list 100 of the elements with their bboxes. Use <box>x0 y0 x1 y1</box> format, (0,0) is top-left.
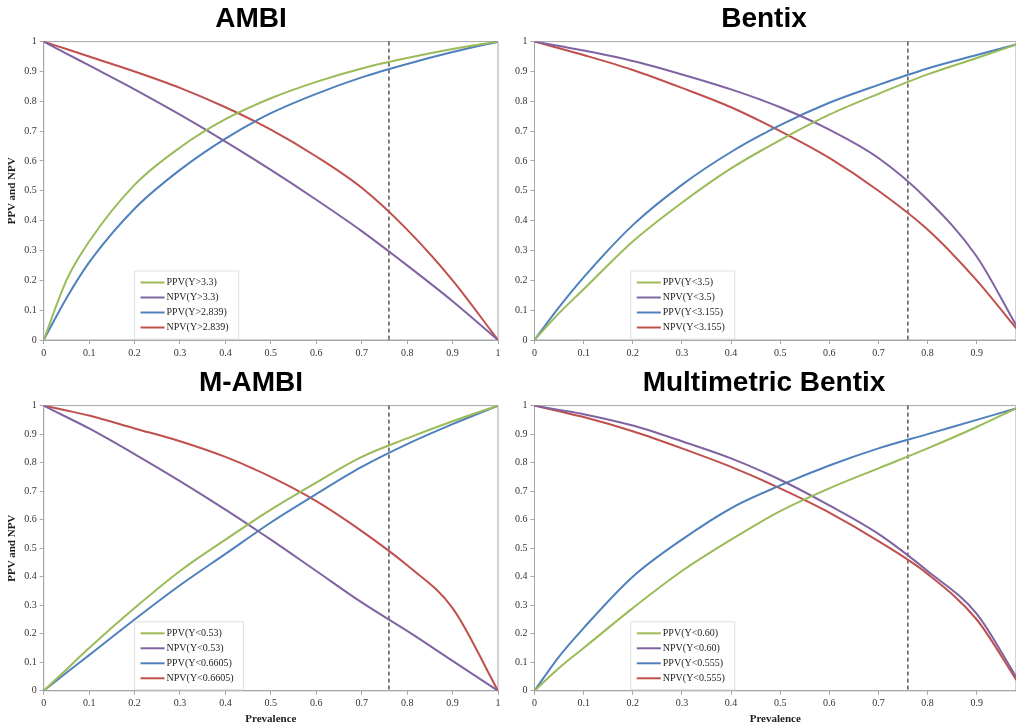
x-tick-label: 0.2 <box>626 346 640 358</box>
y-tick-label: 0 <box>522 333 528 345</box>
y-tick-label: 0.9 <box>515 65 528 77</box>
x-tick-label: 1 <box>495 697 501 709</box>
x-tick-label: 0.2 <box>128 697 141 709</box>
legend-label: PPV(Y>3.3) <box>166 276 217 289</box>
y-tick-label: 0.4 <box>24 214 37 226</box>
x-tick-label: 0 <box>532 346 537 358</box>
x-tick-label: 1 <box>495 346 501 358</box>
y-tick-label: 0 <box>522 684 528 696</box>
y-axis-title: PPV and NPV <box>5 514 18 582</box>
x-tick-label: 0.1 <box>577 346 590 358</box>
y-tick-label: 0.9 <box>24 427 37 439</box>
x-tick-label: 0 <box>41 697 47 709</box>
y-tick-label: 0.5 <box>515 541 528 553</box>
chart-title: Multimetric Bentix <box>642 365 886 397</box>
x-tick-label: 0.6 <box>823 697 836 709</box>
x-tick-label: 0.4 <box>219 697 232 709</box>
y-tick-label: 0.2 <box>24 273 37 285</box>
y-tick-label: 0.5 <box>24 541 37 553</box>
y-tick-label: 0.7 <box>24 124 37 136</box>
y-axis-title: PPV and NPV <box>5 157 18 225</box>
x-tick-label: 0.1 <box>577 697 590 709</box>
x-tick-label: 0.9 <box>446 346 459 358</box>
y-tick-label: 0.3 <box>24 244 37 256</box>
y-tick-label: 0.9 <box>24 65 37 77</box>
x-tick-label: 0.9 <box>970 697 983 709</box>
y-tick-label: 0.1 <box>515 655 528 667</box>
x-tick-label: 0.4 <box>724 346 738 358</box>
x-tick-label: 0.2 <box>128 346 141 358</box>
legend-label: PPV(Y<3.155) <box>662 306 724 319</box>
x-tick-label: 0.5 <box>264 346 278 358</box>
y-tick-label: 0.3 <box>24 598 37 610</box>
x-tick-label: 0.6 <box>310 697 323 709</box>
x-axis-title: Prevalence <box>749 712 801 725</box>
legend-label: NPV(Y<0.555) <box>662 671 725 684</box>
legend-label: NPV(Y<3.155) <box>662 321 725 334</box>
x-tick-label: 0.8 <box>400 346 414 358</box>
x-tick-label: 0.3 <box>675 346 689 358</box>
x-tick-label: 0.8 <box>400 697 414 709</box>
x-axis-title: Prevalence <box>245 712 297 725</box>
x-tick-label: 0.6 <box>823 346 836 358</box>
y-tick-label: 0.6 <box>515 154 528 166</box>
x-tick-label: 0.5 <box>773 346 787 358</box>
y-tick-label: 0.8 <box>24 94 37 106</box>
x-tick-label: 0.9 <box>446 697 459 709</box>
chart-title: Bentix <box>721 1 808 33</box>
x-tick-label: 0.3 <box>173 697 187 709</box>
chart-title: AMBI <box>215 1 287 33</box>
x-tick-label: 0.1 <box>82 346 96 358</box>
legend-label: PPV(Y<0.53) <box>166 626 222 639</box>
y-tick-label: 0.1 <box>24 303 37 315</box>
y-tick-label: 0 <box>31 333 37 345</box>
y-tick-label: 0.4 <box>24 570 37 582</box>
y-tick-label: 0.9 <box>515 427 528 439</box>
legend-label: NPV(Y>2.839) <box>166 321 229 334</box>
legend-label: PPV(Y<0.555) <box>662 656 724 669</box>
y-tick-label: 0.3 <box>515 244 528 256</box>
legend-label: PPV(Y>2.839) <box>166 306 227 319</box>
legend-label: PPV(Y<3.5) <box>662 276 714 289</box>
x-tick-label: 0.4 <box>219 346 232 358</box>
y-tick-label: 0.4 <box>515 214 528 226</box>
y-tick-label: 0.7 <box>515 484 528 496</box>
legend-label: NPV(Y>3.3) <box>166 291 219 304</box>
x-tick-label: 0.3 <box>173 346 187 358</box>
y-tick-label: 0.6 <box>24 154 37 166</box>
y-tick-label: 1 <box>522 35 528 47</box>
x-tick-label: 0.1 <box>82 697 96 709</box>
legend-label: NPV(Y<0.53) <box>166 641 224 654</box>
y-tick-label: 0.5 <box>24 184 37 196</box>
legend-label: NPV(Y<0.60) <box>662 641 720 654</box>
legend-label: NPV(Y<3.5) <box>662 291 715 304</box>
y-tick-label: 0.1 <box>24 655 37 667</box>
x-tick-label: 0.5 <box>264 697 278 709</box>
x-tick-label: 0.7 <box>355 346 368 358</box>
y-tick-label: 0.4 <box>515 570 528 582</box>
x-tick-label: 0.9 <box>970 346 983 358</box>
x-tick-label: 0.7 <box>872 346 885 358</box>
y-tick-label: 1 <box>31 35 37 47</box>
y-tick-label: 0.6 <box>515 513 528 525</box>
y-tick-label: 0 <box>31 684 37 696</box>
legend-label: PPV(Y<0.6605) <box>166 656 232 669</box>
y-tick-label: 0.1 <box>515 303 528 315</box>
y-tick-label: 1 <box>31 399 37 411</box>
y-tick-label: 0.3 <box>515 598 528 610</box>
y-tick-label: 0.5 <box>515 184 528 196</box>
y-tick-label: 0.2 <box>24 627 37 639</box>
x-tick-label: 0 <box>41 346 47 358</box>
legend-label: PPV(Y<0.60) <box>662 626 719 639</box>
y-tick-label: 0.2 <box>515 627 528 639</box>
y-tick-label: 0.7 <box>515 124 528 136</box>
y-tick-label: 0.8 <box>24 456 37 468</box>
x-tick-label: 0.8 <box>921 346 934 358</box>
y-tick-label: 0.7 <box>24 484 37 496</box>
legend-label: NPV(Y<0.6605) <box>166 671 234 684</box>
x-tick-label: 0.8 <box>921 697 934 709</box>
x-tick-label: 0.4 <box>724 697 738 709</box>
y-tick-label: 0.6 <box>24 513 37 525</box>
x-tick-label: 0.7 <box>355 697 368 709</box>
chart-title: M-AMBI <box>198 365 304 397</box>
